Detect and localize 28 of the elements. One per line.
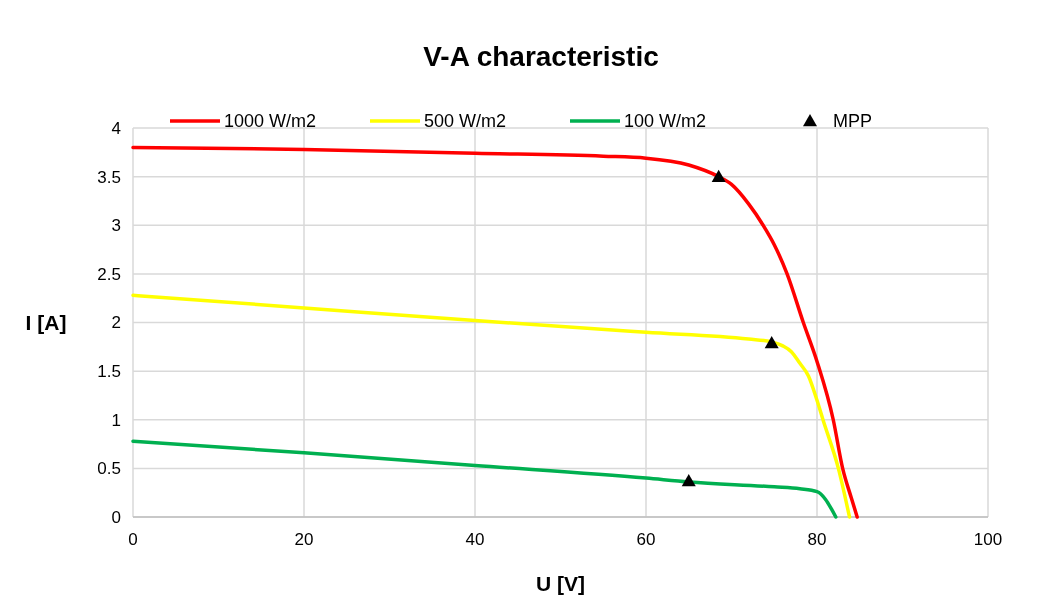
legend-label: MPP (833, 111, 873, 132)
y-tick-label: 3.5 (97, 167, 121, 187)
line-series (131, 439, 838, 519)
point (681, 474, 696, 487)
chart-title: V-A characteristic (423, 41, 659, 72)
y-tick-label: 1 (111, 410, 121, 430)
y-tick-label: 0 (111, 507, 121, 527)
x-tick-label: 40 (465, 530, 485, 549)
legend-label: 100 W/m2 (624, 111, 707, 132)
y-axis-title: I [A] (25, 310, 67, 334)
x-tick-label: 20 (294, 530, 314, 549)
legend-label: 1000 W/m2 (224, 111, 317, 132)
x-tick-label: 0 (128, 530, 138, 549)
x-tick-label: 60 (636, 530, 656, 549)
y-tick-label: 4 (111, 118, 121, 138)
legend-label: 500 W/m2 (424, 111, 507, 132)
y-tick-label: 2 (111, 313, 121, 333)
y-tick-label: 2.5 (97, 264, 121, 284)
x-axis-title: U [V] (536, 572, 585, 595)
x-tick-label: 80 (807, 530, 827, 549)
y-tick-label: 3 (111, 216, 121, 236)
line-series (131, 145, 859, 519)
y-tick-label: 1.5 (97, 362, 121, 382)
point (764, 335, 779, 349)
y-tick-label: 0.5 (97, 459, 121, 479)
point (711, 169, 726, 182)
x-tick-label: 100 (973, 530, 1003, 549)
line-series (131, 293, 852, 519)
